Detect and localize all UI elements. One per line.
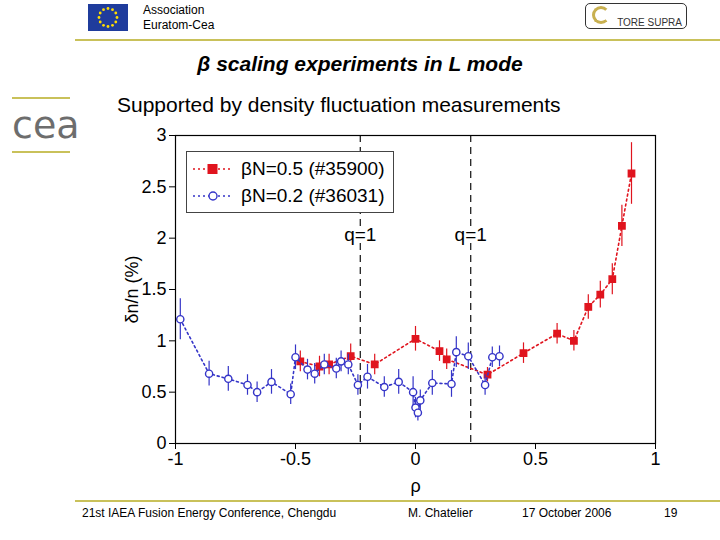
svg-text:3: 3 bbox=[156, 125, 166, 145]
svg-text:0: 0 bbox=[156, 433, 166, 453]
svg-text:1: 1 bbox=[650, 449, 660, 469]
html-text:19: 19 bbox=[664, 506, 678, 520]
html-text:Association: Association bbox=[143, 3, 205, 17]
html-text:Euratom-Cea: Euratom-Cea bbox=[143, 18, 215, 32]
svg-text:0.5: 0.5 bbox=[141, 382, 166, 402]
svg-text:-1: -1 bbox=[167, 449, 183, 469]
html-text:β scaling experiments in L mod: β scaling experiments in L mode bbox=[197, 52, 523, 75]
html-text:cea: cea bbox=[12, 103, 80, 147]
svg-text:-0.5: -0.5 bbox=[280, 449, 311, 469]
svg-text:q=1: q=1 bbox=[344, 224, 376, 245]
html-text:21st IAEA Fusion Energy Confer: 21st IAEA Fusion Energy Conference, Chen… bbox=[82, 506, 337, 520]
svg-text:1.5: 1.5 bbox=[141, 279, 166, 299]
svg-text:0.5: 0.5 bbox=[523, 449, 548, 469]
html-text:βN=0.5 (#35900): βN=0.5 (#35900) bbox=[241, 158, 385, 179]
svg-text:2: 2 bbox=[156, 228, 166, 248]
svg-text:1: 1 bbox=[156, 331, 166, 351]
html-text:Supported by density fluctuati: Supported by density fluctuation measure… bbox=[117, 93, 561, 116]
html-text:M. Chatelier: M. Chatelier bbox=[408, 506, 473, 520]
html-text:βN=0.2 (#36031): βN=0.2 (#36031) bbox=[241, 185, 385, 206]
html-text:TORE SUPRA: TORE SUPRA bbox=[617, 17, 682, 28]
html-text:17 October 2006: 17 October 2006 bbox=[522, 506, 612, 520]
svg-text:0: 0 bbox=[410, 449, 420, 469]
svg-text:2.5: 2.5 bbox=[141, 177, 166, 197]
svg-text:δn/n (%): δn/n (%) bbox=[122, 255, 142, 323]
svg-text:ρ: ρ bbox=[410, 476, 420, 496]
svg-text:q=1: q=1 bbox=[455, 224, 487, 245]
